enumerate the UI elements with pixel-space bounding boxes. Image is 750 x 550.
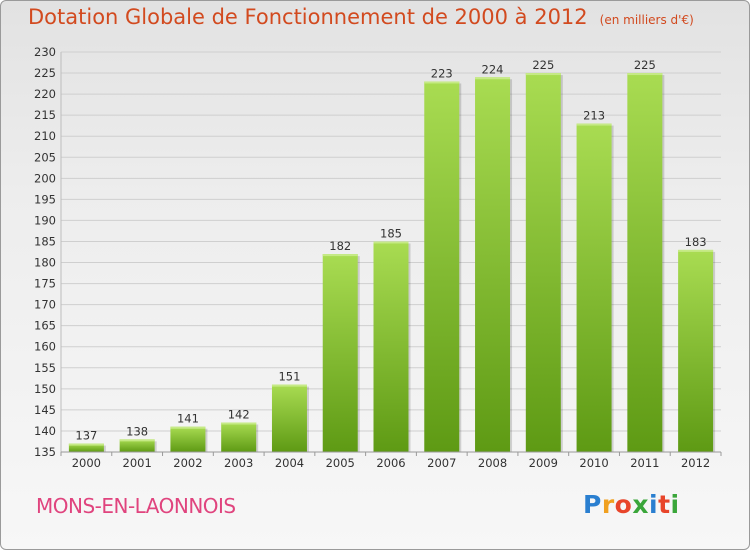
bar-value-label: 225 <box>634 58 656 72</box>
bars-group <box>68 73 716 453</box>
y-tick-label: 185 <box>34 234 56 248</box>
bar <box>271 384 307 452</box>
x-tick-label: 2010 <box>579 456 608 470</box>
logo-letter: r <box>601 490 615 519</box>
logo-letter: t <box>658 490 671 519</box>
bar-highlight <box>68 443 104 446</box>
bar-value-label: 213 <box>583 109 605 123</box>
bar <box>221 422 257 452</box>
commune-name: MONS-EN-LAONNOIS <box>36 494 236 518</box>
axes-group: 135 140 145 150 155 160 165 170 175 180 185 190 195 2… <box>34 45 722 470</box>
bar <box>627 73 663 452</box>
bar-highlight <box>221 422 257 425</box>
bar-highlight <box>373 241 409 244</box>
y-tick-label: 175 <box>34 277 56 291</box>
bar-highlight <box>525 73 561 76</box>
logo-letter: x <box>632 490 649 519</box>
bar-highlight <box>627 73 663 76</box>
x-tick-label: 2011 <box>630 456 659 470</box>
bar-value-label: 182 <box>329 239 351 253</box>
bar <box>119 439 155 452</box>
bar-value-label: 225 <box>532 58 554 72</box>
bar-highlight <box>475 77 511 80</box>
x-tick-label: 2003 <box>224 456 253 470</box>
y-tick-label: 160 <box>34 340 56 354</box>
y-tick-label: 150 <box>34 382 56 396</box>
logo-letter: o <box>614 490 633 519</box>
y-tick-label: 135 <box>34 445 56 459</box>
y-tick-label: 205 <box>34 150 56 164</box>
y-tick-label: 200 <box>34 171 56 185</box>
bar <box>576 123 612 452</box>
bar <box>424 81 460 452</box>
y-tick-label: 215 <box>34 108 56 122</box>
x-tick-label: 2007 <box>427 456 456 470</box>
chart-title: Dotation Globale de Fonctionnement de 20… <box>28 5 588 29</box>
bar-value-label: 224 <box>482 62 504 76</box>
logo-letter: i <box>649 490 659 519</box>
bar <box>373 241 409 452</box>
x-tick-label: 2002 <box>173 456 202 470</box>
y-tick-label: 230 <box>34 45 56 59</box>
y-tick-label: 145 <box>34 403 56 417</box>
x-tick-label: 2012 <box>681 456 710 470</box>
y-tick-label: 140 <box>34 424 56 438</box>
bar <box>170 426 206 452</box>
y-tick-label: 195 <box>34 192 56 206</box>
bar-value-label: 185 <box>380 226 402 240</box>
y-tick-label: 225 <box>34 66 56 80</box>
proxiti-logo[interactable]: Proxiti <box>583 490 680 519</box>
bar-highlight <box>678 249 714 252</box>
y-tick-label: 190 <box>34 213 56 227</box>
y-tick-label: 155 <box>34 361 56 375</box>
bar <box>678 249 714 452</box>
x-tick-label: 2000 <box>72 456 101 470</box>
x-tick-label: 2001 <box>123 456 152 470</box>
bar-highlight <box>576 123 612 126</box>
unit-note: (en milliers d'€) <box>599 13 694 27</box>
y-tick-label: 170 <box>34 298 56 312</box>
chart-title-block: Dotation Globale de Fonctionnement de 20… <box>28 5 694 29</box>
bar-highlight <box>322 254 358 257</box>
x-tick-label: 2004 <box>275 456 304 470</box>
bar-value-label: 142 <box>228 408 250 422</box>
bar-value-label: 137 <box>75 429 97 443</box>
bar-highlight <box>424 81 460 84</box>
x-tick-label: 2009 <box>529 456 558 470</box>
bar-highlight <box>170 426 206 429</box>
y-tick-label: 210 <box>34 129 56 143</box>
bar-highlight <box>119 439 155 442</box>
x-tick-label: 2008 <box>478 456 507 470</box>
y-tick-label: 220 <box>34 87 56 101</box>
logo-letter: i <box>670 490 680 519</box>
y-tick-label: 180 <box>34 256 56 270</box>
bar <box>475 77 511 453</box>
x-tick-label: 2005 <box>326 456 355 470</box>
bar-value-label: 183 <box>685 235 707 249</box>
bar-value-label: 151 <box>278 370 300 384</box>
bar <box>68 443 104 452</box>
logo-letter: P <box>583 490 602 519</box>
bar-value-label: 138 <box>126 424 148 438</box>
bar-value-label: 141 <box>177 412 199 426</box>
bar-highlight <box>271 384 307 387</box>
bar-value-label: 223 <box>431 66 453 80</box>
bar <box>525 73 561 452</box>
y-tick-label: 165 <box>34 319 56 333</box>
bar <box>322 254 358 452</box>
x-tick-label: 2006 <box>376 456 405 470</box>
